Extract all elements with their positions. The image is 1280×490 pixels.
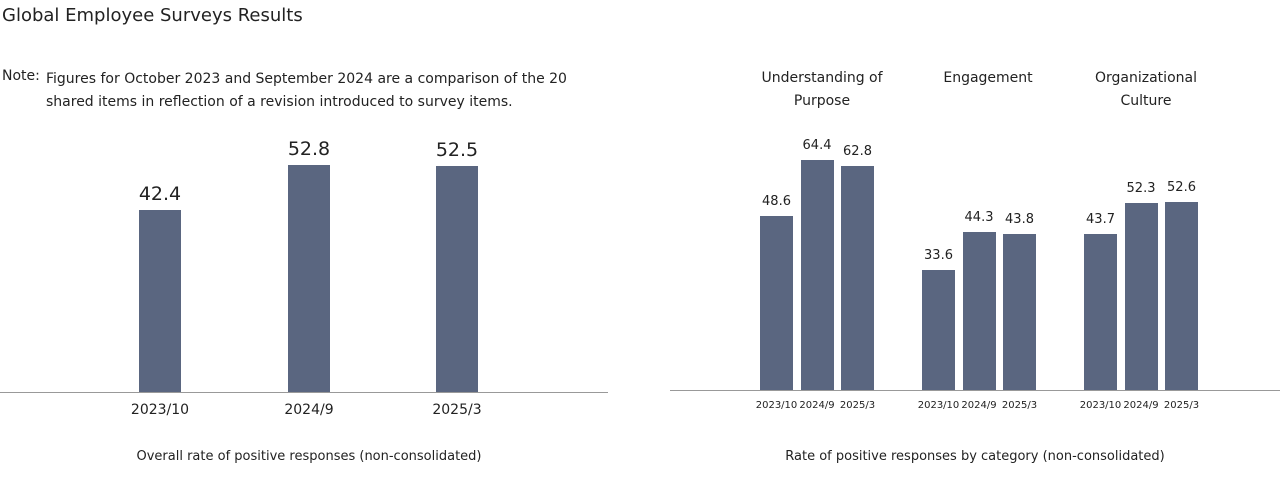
x-tick-label: 2024/9 [961,400,997,411]
x-tick-label: 2024/9 [1123,400,1159,411]
value-label: 33.6 [924,248,953,264]
value-label: 42.4 [138,182,182,205]
bar [800,160,834,390]
group-title: Engagement [943,70,1033,86]
x-tick-label: 2025/3 [432,402,482,418]
x-tick-label: 2023/10 [1079,400,1122,411]
value-label: 52.3 [1126,181,1156,197]
bar [1003,233,1036,390]
value-label: 64.4 [802,138,832,154]
bar [436,166,478,392]
value-label: 48.6 [762,194,791,210]
x-tick-label: 2024/9 [799,400,835,411]
bar [1084,233,1117,390]
value-label: 43.7 [1086,211,1115,227]
x-tick-label: 2024/9 [284,402,334,418]
bar [962,231,996,390]
x-tick-label: 2023/10 [755,400,798,411]
note-label: Note: [2,68,40,84]
value-label: 52.5 [435,139,479,162]
value-label: 52.6 [1167,180,1196,196]
caption: Overall rate of positive responses (non-… [136,449,482,464]
caption: Rate of positive responses by category (… [785,449,1165,464]
group-title: Understanding of Purpose [761,70,883,109]
bar [1124,203,1158,390]
bar [139,209,181,392]
page-title: Global Employee Surveys Results [2,5,303,26]
axis-line [0,392,608,393]
x-tick-label: 2023/10 [130,402,190,418]
value-label: 44.3 [964,209,994,225]
value-label: 43.8 [1005,211,1034,227]
x-tick-label: 2023/10 [917,400,960,411]
value-label: 62.8 [843,143,872,159]
bar [841,165,874,390]
bar [1165,202,1198,390]
value-label: 52.8 [287,137,331,160]
bar [922,270,955,390]
axis-line [670,390,1280,391]
group-title: Organizational Culture [1095,70,1197,109]
note: Figures for October 2023 and September 2… [46,71,567,110]
x-tick-label: 2025/3 [1163,400,1200,411]
x-tick-label: 2025/3 [1001,400,1038,411]
bar [760,216,793,390]
x-tick-label: 2025/3 [839,400,876,411]
bar [288,164,330,392]
